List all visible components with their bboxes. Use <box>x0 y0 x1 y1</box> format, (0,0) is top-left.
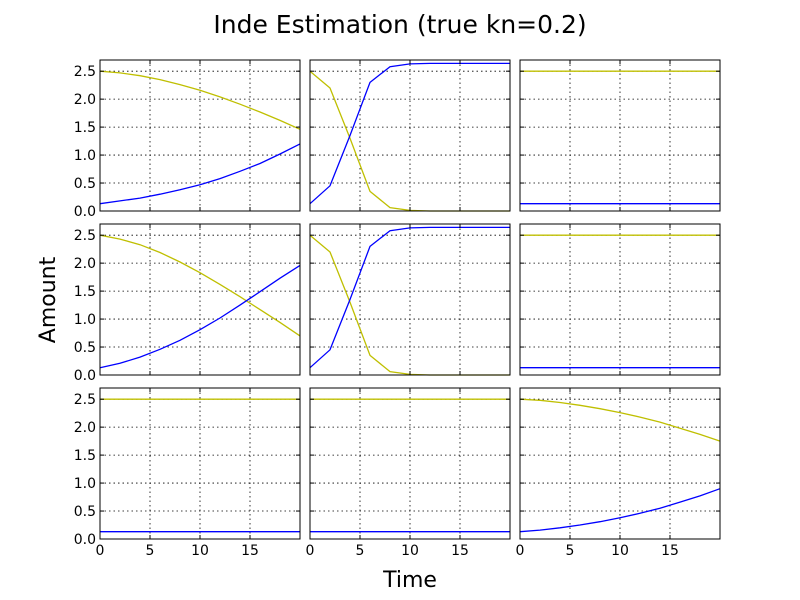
series-line-1 <box>99 234 301 337</box>
y-tick-label: 2.5 <box>74 392 96 408</box>
x-tick-label: 15 <box>661 543 679 559</box>
x-tick-label: 5 <box>146 543 155 559</box>
panel-grid: 0.00.51.01.52.02.50.00.51.01.52.02.50.00… <box>74 59 721 559</box>
x-tick-label: 10 <box>191 543 209 559</box>
x-tick-label: 15 <box>241 543 259 559</box>
panel-1-2 <box>309 59 511 212</box>
y-tick-label: 0.5 <box>74 176 96 192</box>
x-tick-label: 0 <box>306 543 315 559</box>
y-axis-label: Amount <box>36 256 61 343</box>
y-tick-label: 0.0 <box>74 368 96 384</box>
x-tick-label: 10 <box>611 543 629 559</box>
y-tick-label: 1.0 <box>74 148 96 164</box>
panel-3-2: 0 5 10 15 <box>306 387 511 559</box>
panel-1-1: 0.0 0.5 1.0 1.5 2.0 2.5 <box>74 59 301 220</box>
series-line-1 <box>519 398 721 442</box>
x-tick-label: 0 <box>516 543 525 559</box>
y-tick-label: 0.0 <box>74 532 96 548</box>
panel-2-2 <box>309 223 511 376</box>
y-tick-label: 2.5 <box>74 228 96 244</box>
y-tick-label: 1.0 <box>74 476 96 492</box>
series-line-2 <box>519 488 721 533</box>
chart-title: Inde Estimation (true kn=0.2) <box>213 10 586 39</box>
panel-2-3 <box>519 223 721 376</box>
x-tick-label: 10 <box>401 543 419 559</box>
panel-1-3 <box>519 59 721 212</box>
x-axis-label: Time <box>382 568 437 593</box>
x-tick-label: 0 <box>96 543 105 559</box>
panel-3-3: 0 5 10 15 <box>516 387 721 559</box>
x-tick-label: 15 <box>451 543 469 559</box>
y-tick-label: 1.5 <box>74 448 96 464</box>
x-tick-label: 5 <box>356 543 365 559</box>
y-tick-label: 0.5 <box>74 340 96 356</box>
y-tick-label: 2.0 <box>74 420 96 436</box>
y-tick-label: 2.0 <box>74 256 96 272</box>
y-tick-label: 1.5 <box>74 284 96 300</box>
x-tick-label: 5 <box>566 543 575 559</box>
panel-3-1: 0.0 0.5 1.0 1.5 2.0 2.5 0 5 10 15 <box>74 387 301 559</box>
y-tick-label: 2.5 <box>74 64 96 80</box>
y-tick-label: 1.5 <box>74 120 96 136</box>
y-tick-label: 1.0 <box>74 312 96 328</box>
y-tick-label: 0.5 <box>74 504 96 520</box>
series-line-2 <box>99 264 301 369</box>
y-tick-label: 0.0 <box>74 204 96 220</box>
series-line-2 <box>99 143 301 205</box>
series-line-1 <box>99 70 301 130</box>
panel-2-1: 0.0 0.5 1.0 1.5 2.0 2.5 <box>74 223 301 384</box>
y-tick-label: 2.0 <box>74 92 96 108</box>
